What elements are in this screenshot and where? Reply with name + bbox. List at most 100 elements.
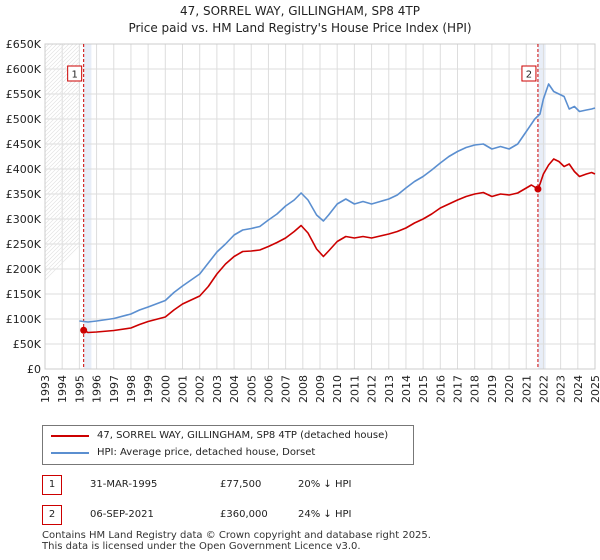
hatch-line (44, 133, 80, 169)
x-tick-label: 2003 (211, 375, 224, 403)
price-chart: £0 £50K £100K £150K £200K £250K £300K £350K £400… (6, 38, 600, 403)
hatch-line (44, 241, 80, 277)
hatch-line (44, 43, 70, 69)
hatch-line (44, 161, 80, 197)
transaction-row: 1 31-MAR-1995 £77,500 20% ↓ HPI (42, 475, 562, 495)
hatch-line (44, 225, 80, 261)
sale-period-shade (537, 44, 546, 369)
transaction-date: 31-MAR-1995 (90, 479, 158, 490)
sale-marker-badge (67, 65, 83, 82)
y-tick-label: £400K (6, 163, 42, 176)
hatch-line (44, 125, 80, 161)
hatch-line (44, 43, 50, 49)
series-line-hpi (79, 83, 596, 323)
hatch-line (44, 189, 80, 225)
x-tick-label: 2007 (280, 375, 293, 403)
y-tick-label: £50K (13, 338, 42, 351)
y-tick-label: £150K (6, 288, 42, 301)
legend-swatch-hpi (51, 452, 89, 454)
hatch-line (44, 109, 80, 145)
y-tick-label: £200K (6, 263, 42, 276)
legend-label-property: 47, SORREL WAY, GILLINGHAM, SP8 4TP (det… (97, 430, 389, 441)
x-tick-label: 2000 (159, 375, 172, 403)
hatch-line (44, 181, 80, 217)
hatch-line (44, 209, 80, 245)
hatch-line (44, 101, 80, 137)
hatch-line (44, 49, 80, 85)
chart-subtitle: Price paid vs. HM Land Registry's House … (128, 21, 472, 35)
x-tick-label: 2006 (262, 375, 275, 403)
x-tick-label: 2018 (469, 375, 482, 403)
hatch-line (44, 177, 80, 213)
footer-line-1: Contains HM Land Registry data © Crown c… (42, 530, 431, 541)
hatch-line (44, 45, 80, 81)
transaction-number-badge: 2 (42, 505, 62, 525)
x-tick-label: 2008 (297, 375, 310, 403)
x-tick-label: 2004 (228, 375, 241, 403)
x-tick-label: 2016 (434, 375, 447, 403)
x-tick-label: 2017 (452, 375, 465, 403)
transaction-row: 2 06-SEP-2021 £360,000 24% ↓ HPI (42, 505, 562, 525)
transaction-price: £360,000 (220, 509, 268, 520)
x-tick-label: 1997 (108, 375, 121, 403)
chart-title: 47, SORREL WAY, GILLINGHAM, SP8 4TP (180, 4, 420, 18)
x-tick-label: 2023 (555, 375, 568, 403)
y-tick-label: £550K (6, 88, 42, 101)
sale-marker-badge (521, 65, 537, 82)
hatch-line (44, 233, 80, 269)
footer: Contains HM Land Registry data © Crown c… (42, 530, 431, 552)
hatch-line (44, 245, 80, 281)
hatch-line (44, 153, 80, 189)
hatch-line (44, 43, 58, 57)
x-tick-label: 2012 (366, 375, 379, 403)
y-tick-label: £100K (6, 313, 42, 326)
x-tick-label: 1993 (39, 375, 52, 403)
x-tick-label: 2001 (177, 375, 190, 403)
hatch-line (44, 205, 80, 241)
x-tick-label: 1999 (142, 375, 155, 403)
y-tick-label: £250K (6, 238, 42, 251)
hatch-line (44, 217, 80, 253)
hatch-line (44, 129, 80, 165)
legend: 47, SORREL WAY, GILLINGHAM, SP8 4TP (det… (42, 425, 414, 465)
sale-point (534, 185, 542, 193)
transaction-number-badge: 1 (42, 475, 62, 495)
y-tick-label: £0 (27, 363, 41, 376)
hatch-line (44, 85, 80, 121)
hatch-line (44, 149, 80, 185)
hatch-line (44, 77, 80, 113)
legend-swatch-property (51, 435, 89, 437)
hatch-line (44, 43, 66, 65)
x-tick-label: 2024 (572, 375, 585, 403)
x-tick-label: 2015 (417, 375, 430, 403)
y-tick-label: £450K (6, 138, 42, 151)
hatch-line (44, 197, 80, 233)
hatch-line (44, 213, 80, 249)
series-line-property (83, 158, 596, 334)
x-tick-label: 2010 (331, 375, 344, 403)
transaction-hpi-diff: 24% ↓ HPI (298, 509, 352, 520)
x-tick-label: 2011 (348, 375, 361, 403)
plot-border (44, 43, 596, 370)
hatch-line (44, 221, 80, 257)
sale-point (80, 326, 88, 334)
hatch-line (44, 169, 80, 205)
hatch-line (44, 43, 54, 53)
hatch-line (44, 157, 80, 193)
hatch-line (44, 229, 80, 265)
hatch-line (44, 93, 80, 129)
hatch-line (44, 117, 80, 153)
legend-label-hpi: HPI: Average price, detached house, Dors… (97, 447, 316, 458)
hatch-line (44, 145, 80, 181)
transaction-price: £77,500 (220, 479, 262, 490)
y-tick-label: £350K (6, 188, 42, 201)
hatch-line (44, 53, 80, 89)
y-tick-label: £500K (6, 113, 42, 126)
transaction-hpi-diff: 20% ↓ HPI (298, 479, 352, 490)
x-tick-label: 1995 (73, 375, 86, 403)
x-tick-label: 2009 (314, 375, 327, 403)
y-tick-label: £650K (6, 38, 42, 51)
x-tick-label: 1996 (91, 375, 104, 403)
footer-line-2: This data is licensed under the Open Gov… (42, 541, 361, 552)
hatch-line (44, 165, 80, 201)
